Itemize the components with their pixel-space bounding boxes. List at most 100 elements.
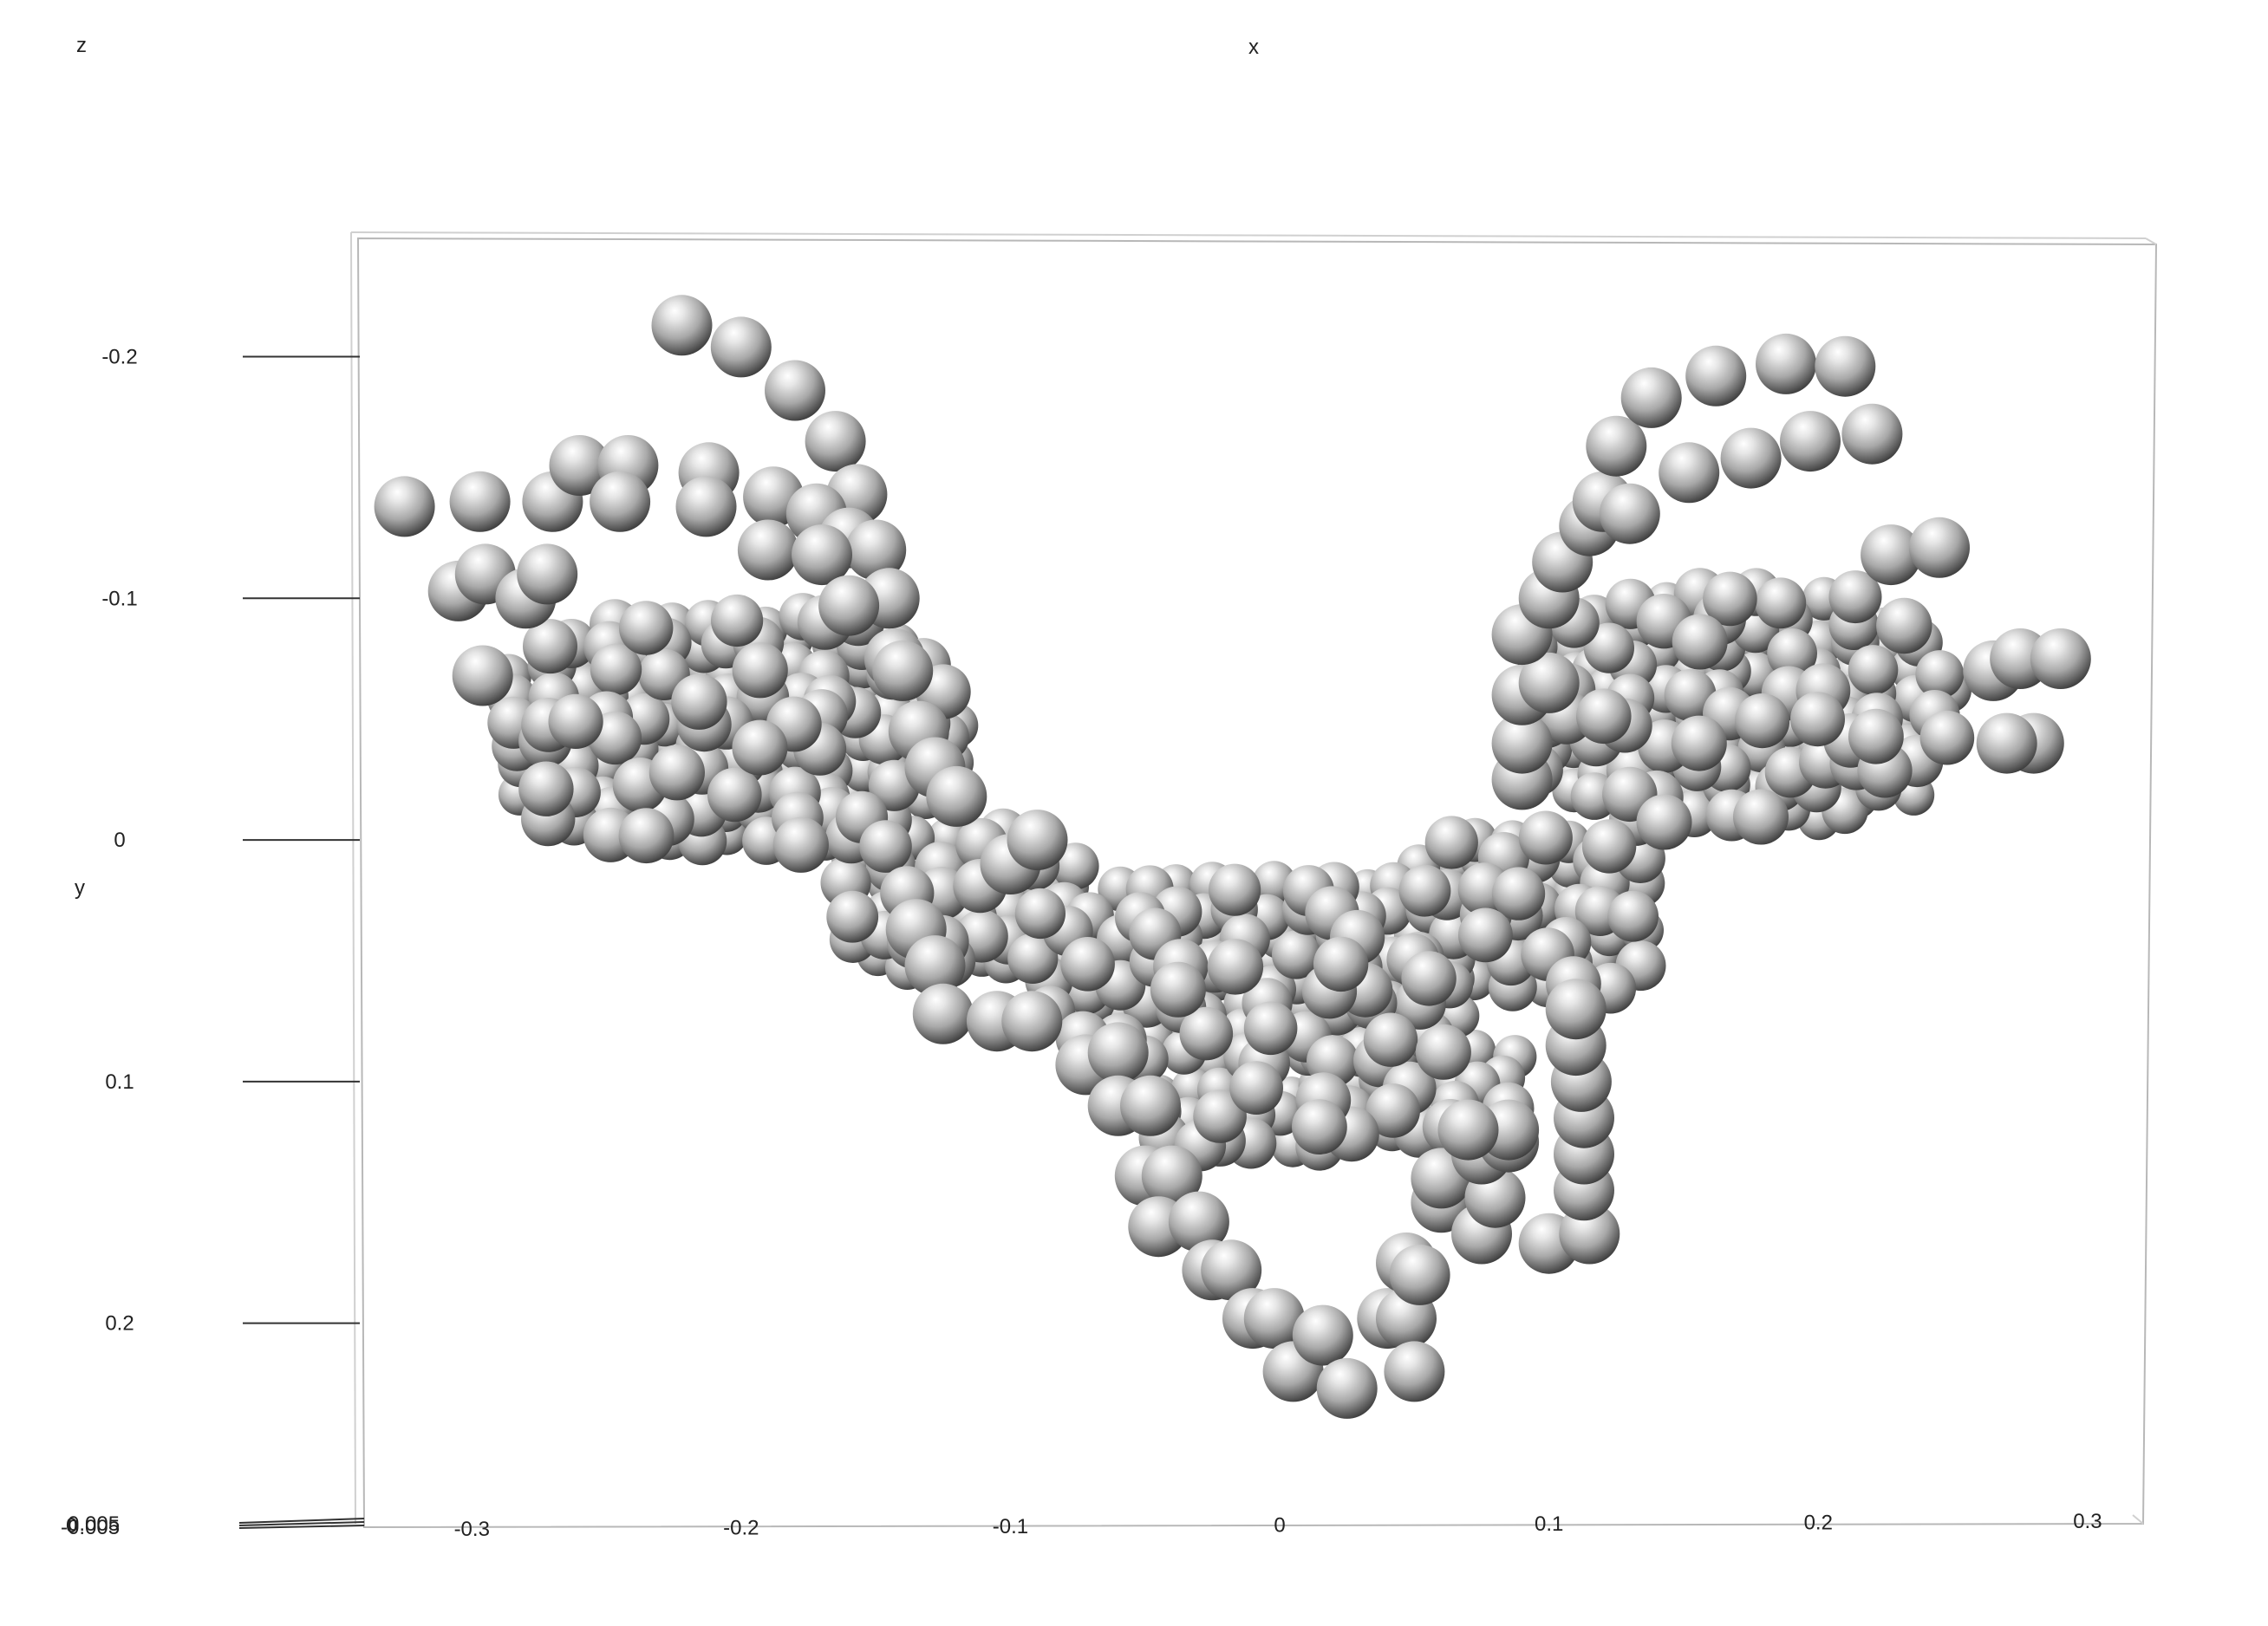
data-point-sphere [1636,794,1692,850]
data-point-sphere [1007,933,1059,984]
data-point-sphere [1671,715,1727,771]
data-point-sphere [523,619,577,674]
data-point-sphere [1087,1022,1149,1083]
data-point-sphere [1919,710,1975,765]
data-point-sphere [1703,571,1757,627]
data-point-sphere [675,476,737,537]
data-point-sphere [1193,1089,1247,1143]
data-point-sphere [590,643,642,695]
data-point-sphere [1586,415,1647,477]
data-point-sphere [732,642,788,699]
y-tick-label: 0.2 [105,1312,134,1336]
data-point-sphere [548,693,603,750]
z-axis-label: z [76,34,87,57]
y-tick-label: 0.1 [105,1070,134,1094]
data-point-sphere [1491,867,1546,920]
data-point-sphere [1292,1099,1347,1154]
data-point-sphere [1756,333,1816,394]
data-point-sphere [1876,597,1932,654]
data-point-sphere [1815,335,1876,397]
data-point-sphere [1458,907,1513,963]
z-tick-label: 0.005 [68,1512,120,1536]
data-point-sphere [618,808,675,864]
x-tick-label: 0 [1274,1514,1285,1538]
data-point-sphere [1755,577,1807,629]
data-point-sphere [1583,622,1634,673]
data-point-sphere [1720,427,1782,489]
data-point-sphere [1150,961,1206,1018]
data-point-sphere [737,519,798,581]
data-point-sphere [792,524,852,586]
data-point-sphere [1672,614,1728,670]
data-point-sphere [1607,890,1659,942]
data-point-sphere [1424,816,1478,869]
data-point-sphere [1209,863,1261,916]
x-tick-label: 0.3 [2073,1510,2102,1533]
x-axis-label: x [1248,36,1259,59]
data-point-sphere [1735,693,1790,749]
data-point-sphere [1790,692,1845,747]
data-point-sphere [1685,345,1747,406]
x-tick-label: -0.1 [993,1515,1028,1538]
data-point-sphere [2030,628,2091,689]
data-point-sphere [1243,1001,1298,1056]
data-point-sphere [549,435,610,496]
data-point-sphere [1848,708,1904,764]
x-tick-label: -0.3 [454,1518,490,1541]
data-point-sphere [872,640,934,701]
data-point-sphere [1229,1061,1283,1115]
x-tick-label: 0.2 [1804,1512,1833,1535]
data-point-sphere [818,575,880,636]
data-point-sphere [904,935,966,997]
data-point-sphere [1767,628,1817,679]
data-point-sphere [710,316,772,378]
data-point-sphere [859,820,912,873]
data-point-sphere [1909,517,1970,578]
data-point-sphere [1599,483,1660,544]
data-point-sphere [1389,1244,1450,1305]
data-point-sphere [1243,1288,1305,1350]
data-point-sphere [1365,1083,1420,1138]
data-point-sphere [374,476,435,537]
y-tick-label: -0.1 [101,587,137,610]
data-point-sphere [1292,1304,1353,1366]
data-point-sphere [1415,1024,1471,1080]
data-point-sphere [1313,936,1369,992]
data-point-sphere [1398,864,1451,917]
data-point-sphere [1316,1357,1378,1419]
data-point-sphere [1207,939,1264,995]
data-point-sphere [912,983,974,1044]
data-point-sphere [619,601,674,655]
data-point-sphere [1141,1145,1202,1206]
y-axis-label: y [75,876,85,900]
data-point-sphere [1733,789,1789,845]
data-point-sphere [1848,645,1899,695]
data-point-sphere [1491,712,1553,774]
data-point-sphere [926,765,987,827]
data-point-sphere [1437,1099,1499,1161]
data-point-sphere [1659,442,1720,504]
data-point-sphere [732,719,788,776]
data-point-sphere [452,645,513,706]
data-point-sphere [1545,979,1606,1040]
data-point-sphere [1828,570,1882,624]
data-point-sphere [1664,669,1717,721]
data-point-sphere [648,745,706,801]
data-point-sphere [1780,411,1841,472]
data-point-sphere [1363,1012,1418,1067]
data-point-sphere [651,295,713,356]
data-point-sphere [765,360,825,421]
data-point-sphere [449,471,511,532]
data-point-sphere [671,673,727,730]
data-point-sphere [805,411,866,472]
data-point-sphere [1576,688,1632,745]
z-tick-label: -0.005 [61,1516,120,1539]
data-point-sphere [1581,819,1637,874]
data-point-sphere [1401,951,1457,1006]
x-tick-label: 0.1 [1535,1512,1563,1536]
data-point-sphere [772,816,829,873]
data-point-sphere [517,543,578,605]
data-point-sphere [826,890,879,943]
y-axis-ticks: -0.2 -0.1 0 0.1 0.2 [101,346,360,1336]
